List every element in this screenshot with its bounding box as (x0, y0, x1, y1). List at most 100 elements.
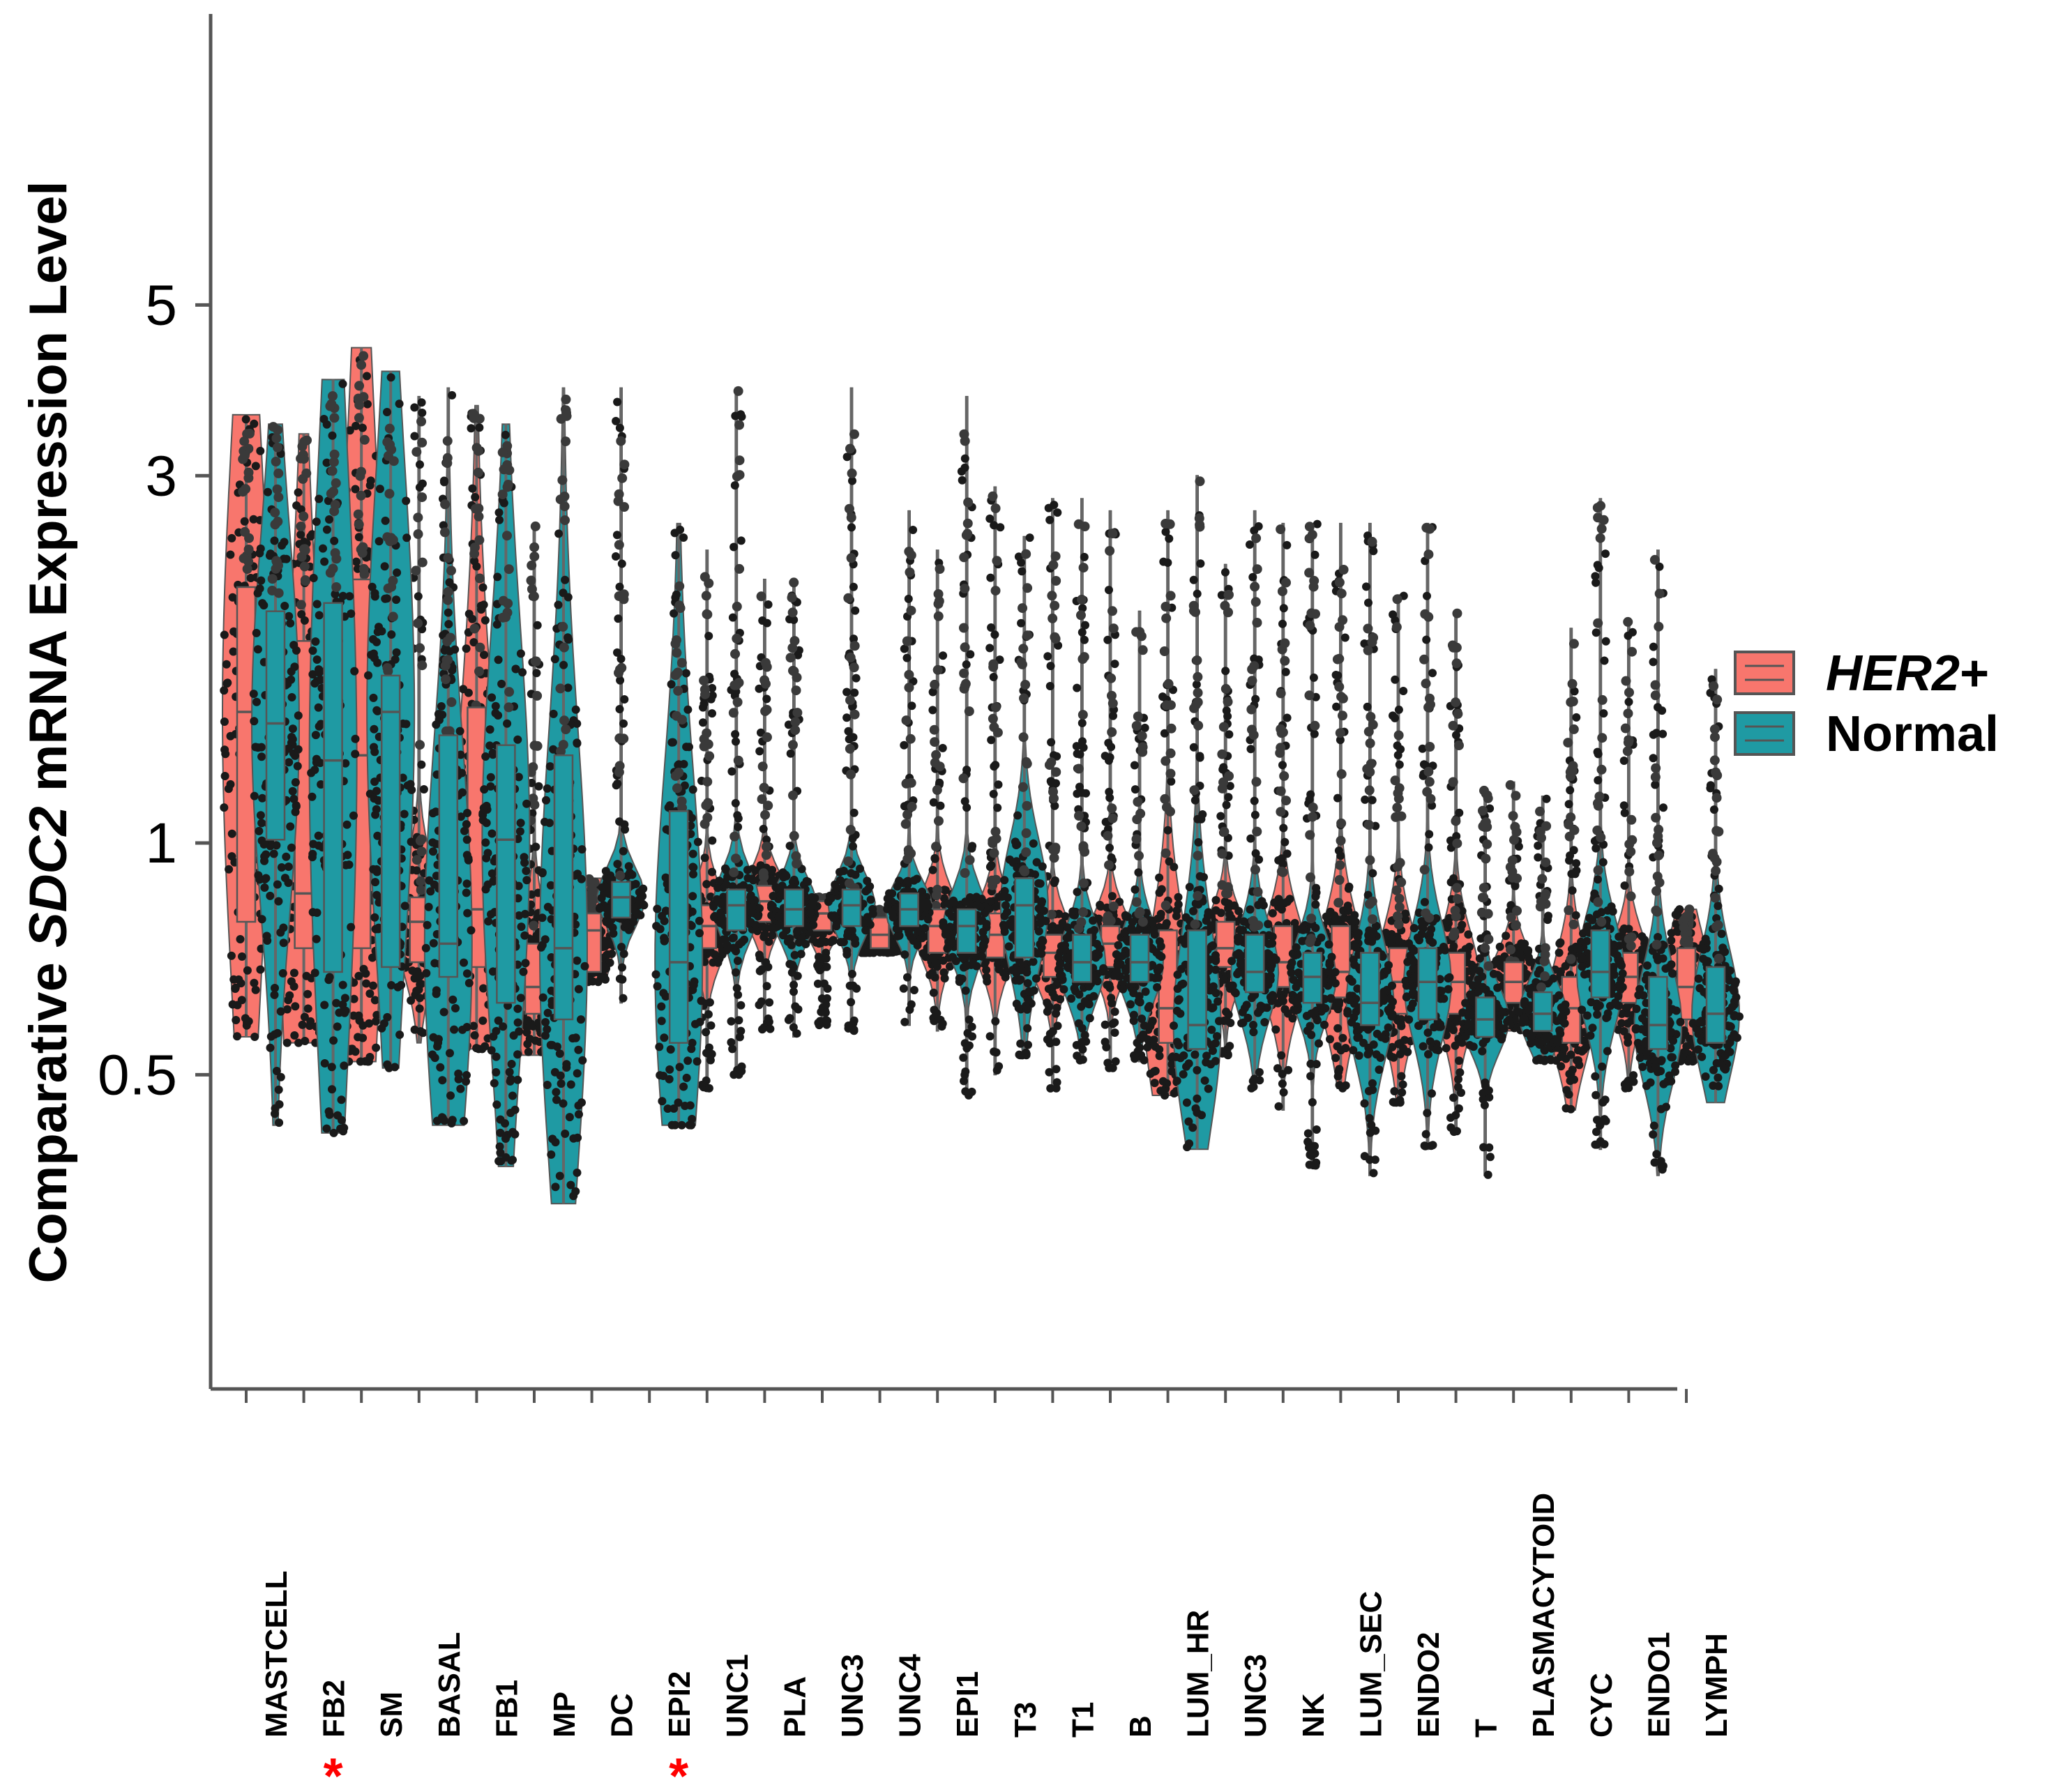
outlier-point (416, 416, 427, 427)
data-point (573, 1069, 582, 1078)
data-point (1110, 660, 1119, 669)
data-point (1046, 662, 1055, 671)
data-point (481, 1042, 490, 1051)
data-point (413, 967, 422, 976)
data-point (257, 743, 266, 752)
data-point (370, 913, 379, 922)
outlier-point (989, 848, 999, 858)
outlier-point (762, 704, 772, 715)
data-point (699, 703, 707, 712)
data-point (1053, 508, 1062, 517)
data-point (429, 939, 438, 948)
data-point (1620, 808, 1629, 817)
data-point (514, 773, 523, 782)
outlier-point (241, 484, 251, 494)
outlier-point (759, 782, 769, 793)
data-point (311, 731, 320, 740)
data-point (310, 969, 319, 978)
data-point (333, 1111, 342, 1120)
data-point (1150, 1079, 1159, 1088)
data-point (1283, 713, 1292, 722)
outlier-point (1107, 529, 1118, 539)
data-point (932, 1010, 941, 1019)
data-point (246, 574, 255, 582)
data-point (451, 645, 460, 654)
outlier-point (1276, 524, 1286, 535)
data-point (1219, 763, 1228, 772)
outlier-point (469, 413, 479, 423)
data-point (272, 1067, 281, 1075)
outlier-point (1626, 891, 1636, 902)
data-point (349, 811, 358, 820)
data-point (301, 1037, 310, 1045)
data-point (236, 935, 245, 943)
data-point (1220, 897, 1230, 906)
data-point (1333, 671, 1343, 680)
outlier-point (1048, 560, 1059, 570)
data-point (1570, 1075, 1578, 1084)
data-point (221, 750, 230, 759)
outlier-point (1276, 724, 1286, 734)
data-point (263, 936, 272, 945)
outlier-point (1451, 697, 1461, 708)
data-point (1566, 786, 1575, 795)
data-point (515, 911, 524, 920)
outlier-point (1334, 653, 1345, 664)
data-point (337, 1095, 346, 1104)
data-point (573, 1168, 582, 1177)
data-point (459, 685, 468, 694)
data-point (319, 415, 328, 423)
outlier-point (1161, 613, 1172, 623)
data-point (400, 902, 409, 911)
outlier-point (1217, 849, 1227, 859)
outlier-point (1276, 786, 1286, 796)
outlier-point (239, 553, 249, 563)
data-point (282, 1038, 292, 1047)
data-point (520, 931, 529, 940)
data-point (359, 964, 368, 973)
outlier-point (331, 478, 341, 488)
data-point (1047, 738, 1056, 747)
outlier-point (1217, 880, 1227, 890)
data-point (356, 1057, 365, 1066)
data-point (479, 600, 488, 609)
data-point (251, 462, 260, 471)
outlier-point (1624, 688, 1634, 698)
outlier-point (757, 794, 767, 805)
data-point (1101, 1038, 1110, 1047)
outlier-point (1107, 606, 1118, 616)
data-point (702, 1049, 711, 1058)
data-point (821, 1008, 830, 1017)
data-point (503, 719, 512, 728)
outlier-point (1223, 697, 1233, 707)
data-point (362, 979, 371, 988)
data-point (274, 1085, 283, 1094)
outlier-point (992, 556, 1002, 566)
data-point (266, 891, 275, 900)
outlier-point (1335, 860, 1345, 870)
outlier-point (1333, 897, 1344, 908)
outlier-point (1223, 607, 1233, 617)
data-point (497, 679, 506, 688)
outlier-point (1624, 867, 1635, 877)
data-point (444, 608, 453, 617)
data-point (365, 1057, 373, 1066)
data-point (290, 1031, 299, 1040)
data-point (329, 1036, 338, 1045)
outlier-point (301, 468, 312, 478)
data-point (303, 989, 312, 998)
data-point (257, 752, 266, 761)
data-point (312, 517, 321, 526)
box-iqr (265, 610, 286, 841)
data-point (253, 588, 262, 598)
outlier-point (1334, 577, 1345, 588)
outlier-point (1048, 613, 1058, 623)
data-point (990, 630, 999, 639)
data-point (1617, 1019, 1626, 1028)
data-point (415, 483, 424, 492)
outlier-point (1627, 646, 1638, 657)
data-point (702, 1076, 711, 1085)
data-point (224, 784, 233, 793)
violin-her2plus-pla (738, 578, 793, 1034)
outlier-point (1392, 911, 1402, 921)
